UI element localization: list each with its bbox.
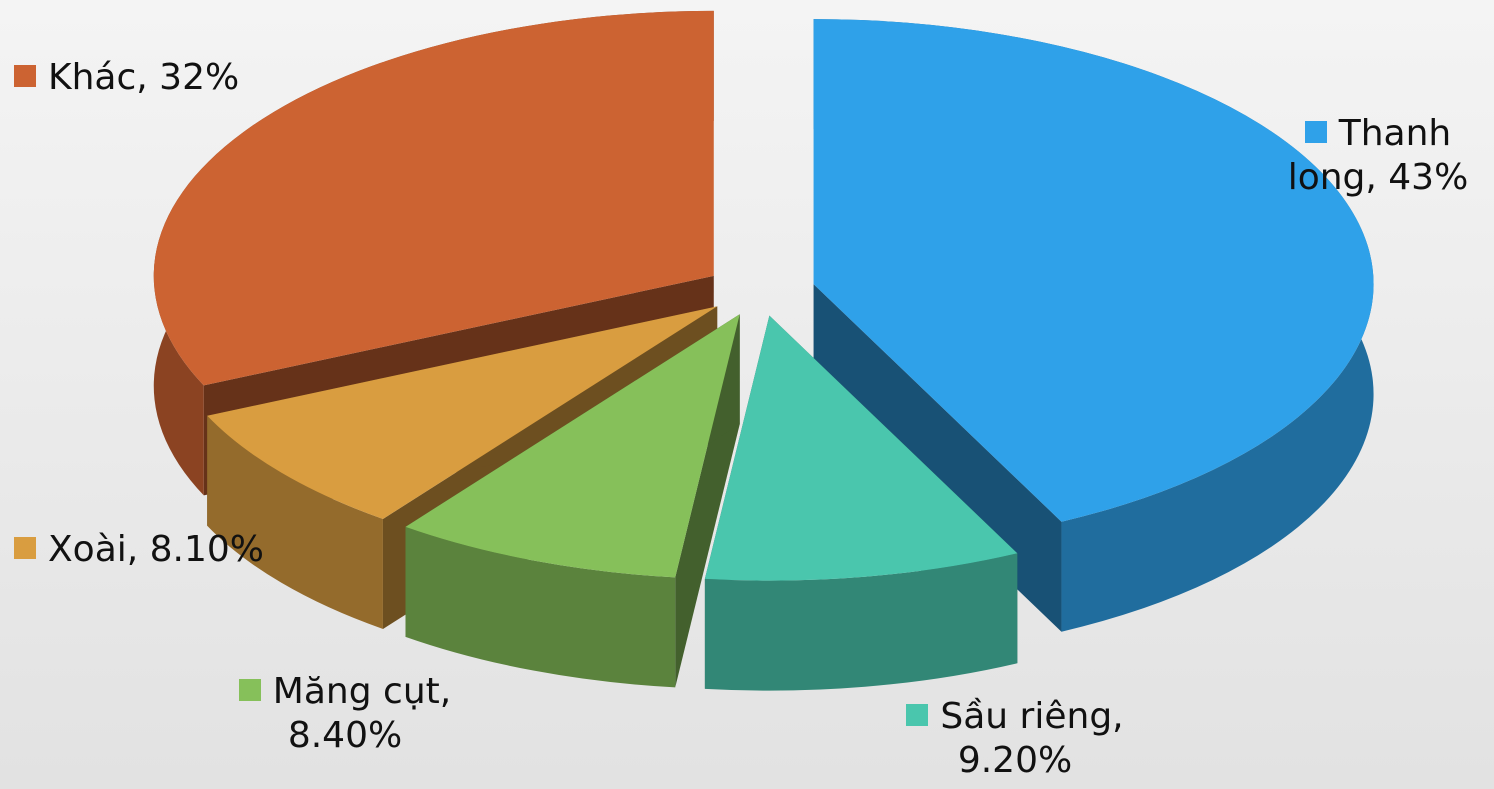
slice (207, 306, 718, 519)
slice-side (405, 526, 676, 688)
label-text: Thanh long, 43% (1287, 113, 1469, 198)
slice (704, 315, 1018, 581)
data-label: Thanh long, 43% (1262, 112, 1494, 200)
legend-swatch (14, 65, 36, 87)
legend-swatch (906, 704, 929, 726)
data-label: Khác, 32% (14, 56, 414, 100)
slice (405, 314, 740, 578)
label-text: Sầu riêng, 9.20% (940, 696, 1124, 781)
legend-swatch (1304, 121, 1327, 143)
data-label: Sầu riêng, 9.20% (880, 695, 1150, 783)
slice-side (704, 553, 1018, 691)
legend-swatch (238, 679, 261, 701)
slice (813, 19, 1374, 522)
label-text: Măng cụt, 8.40% (272, 671, 452, 756)
data-label: Măng cụt, 8.40% (205, 670, 485, 758)
slice (153, 10, 714, 386)
slice-side (207, 415, 383, 629)
label-text: Khác, 32% (48, 57, 240, 98)
data-label: Xoài, 8.10% (14, 528, 414, 572)
legend-swatch (14, 537, 36, 559)
label-text: Xoài, 8.10% (48, 529, 264, 570)
